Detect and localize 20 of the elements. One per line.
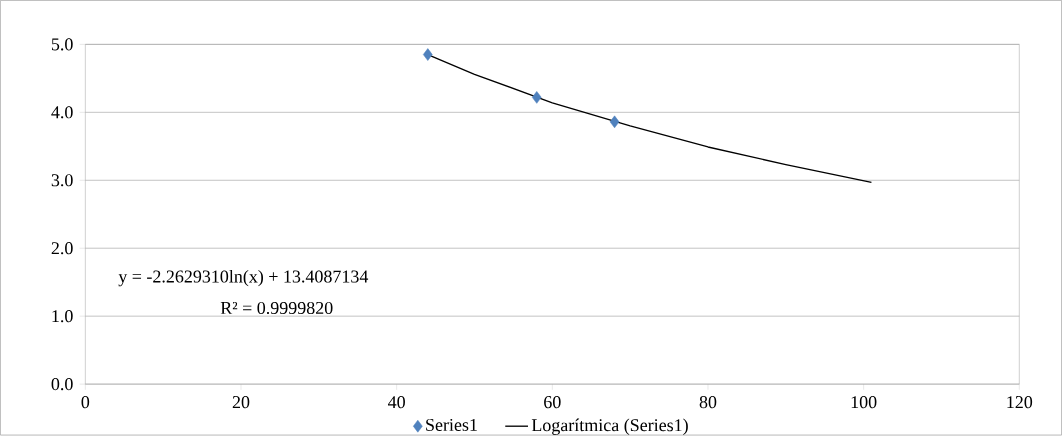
annotation: R² = 0.9999820 bbox=[220, 301, 333, 315]
point bbox=[531, 91, 542, 104]
y-tick-label: 4.0 bbox=[51, 106, 73, 119]
y-tick-label: 2.0 bbox=[51, 242, 73, 255]
x-tick-label: 120 bbox=[1007, 395, 1033, 409]
y-tick-label: 5.0 bbox=[51, 38, 73, 51]
point bbox=[423, 48, 433, 61]
legend-label: Series1 bbox=[426, 418, 477, 431]
annotation: y = -2.2629310ln(x) + 13.4087134 bbox=[118, 269, 369, 287]
y-tick-label: 1.0 bbox=[52, 309, 73, 323]
x-tick-label: 20 bbox=[232, 395, 250, 409]
x-tick-label: 40 bbox=[388, 395, 405, 409]
point bbox=[609, 115, 620, 129]
x-tick-label: 60 bbox=[544, 395, 561, 409]
legend-label: Logarítmica (Series1) bbox=[531, 418, 688, 435]
x-tick-label: 0 bbox=[81, 395, 90, 409]
x-tick-label: 80 bbox=[699, 395, 717, 409]
y-tick-label: 0.0 bbox=[51, 377, 73, 391]
x-tick-label: 100 bbox=[851, 395, 877, 409]
y-tick-label: 3.0 bbox=[51, 174, 73, 187]
